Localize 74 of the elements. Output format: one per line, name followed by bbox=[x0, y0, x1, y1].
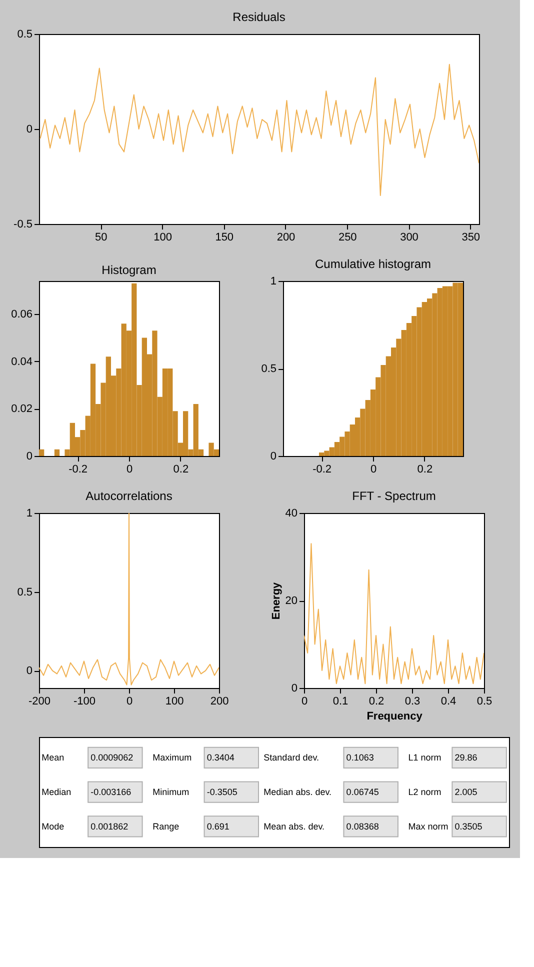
chart-title: Cumulative histogram bbox=[314, 257, 432, 271]
x-tick-label: 300 bbox=[400, 232, 418, 244]
chart-title: Autocorrelations bbox=[86, 489, 172, 503]
text: L1 norm bbox=[408, 752, 442, 763]
x-tick-label: -100 bbox=[73, 696, 96, 708]
x-tick-label: 50 bbox=[95, 232, 108, 244]
x-tick-label: -0.2 bbox=[68, 464, 88, 476]
chart-title: FFT - Spectrum bbox=[352, 489, 436, 503]
text: 0.001862 bbox=[90, 821, 128, 832]
x-tick-label: 0 bbox=[370, 464, 377, 476]
y-tick-label: 20 bbox=[285, 595, 298, 607]
text: Range bbox=[152, 821, 180, 832]
y-axis-title: Energy bbox=[270, 581, 282, 620]
text: Median bbox=[42, 787, 72, 797]
y-tick-label: 0.02 bbox=[11, 403, 32, 416]
chart-title: Histogram bbox=[102, 263, 156, 277]
x-tick-label: 200 bbox=[276, 232, 296, 244]
y-tick-label: 1 bbox=[270, 276, 276, 288]
line-series bbox=[39, 513, 219, 686]
x-tick-label: 0.3 bbox=[404, 696, 420, 708]
text: -0.003166 bbox=[90, 787, 132, 797]
x-tick-label: 0 bbox=[126, 464, 133, 476]
x-tick-label: 0.4 bbox=[440, 696, 456, 708]
y-tick-label: 0.06 bbox=[11, 308, 32, 321]
text: Standard dev. bbox=[264, 752, 320, 763]
y-tick-label: 1 bbox=[26, 508, 32, 520]
x-tick-label: 150 bbox=[215, 232, 234, 244]
text: Mode bbox=[42, 821, 64, 832]
y-tick-label: 0 bbox=[291, 682, 298, 694]
x-tick-label: 0.5 bbox=[476, 696, 492, 708]
x-tick-label: 0 bbox=[301, 696, 308, 708]
y-tick-label: 0.5 bbox=[17, 28, 32, 40]
text: L2 norm bbox=[408, 787, 442, 797]
text: Median abs. dev. bbox=[264, 787, 332, 797]
y-tick-label: 0.5 bbox=[17, 586, 32, 598]
y-tick-label: 0 bbox=[26, 450, 32, 462]
x-tick-label: 0.1 bbox=[332, 696, 348, 708]
x-tick-label: -0.2 bbox=[312, 464, 332, 476]
y-tick-label: -0.5 bbox=[14, 218, 32, 230]
text: Mean abs. dev. bbox=[264, 821, 325, 832]
line-series bbox=[304, 543, 484, 684]
text: 2.005 bbox=[454, 787, 478, 797]
text: 0.06745 bbox=[346, 787, 379, 797]
text: Max norm bbox=[408, 821, 448, 832]
x-tick-label: -200 bbox=[28, 696, 51, 708]
y-tick-label: 0.5 bbox=[261, 363, 276, 375]
text: 29.86 bbox=[454, 752, 478, 763]
x-tick-label: 0.2 bbox=[173, 464, 189, 476]
text: Minimum bbox=[152, 787, 190, 797]
x-tick-label: 350 bbox=[462, 232, 480, 244]
x-axis-title: Frequency bbox=[366, 710, 424, 722]
y-tick-label: 0 bbox=[26, 124, 32, 136]
text: 0.1063 bbox=[346, 752, 374, 763]
text: 0.3404 bbox=[206, 752, 234, 763]
text: 0.3505 bbox=[454, 821, 482, 832]
line-series bbox=[40, 64, 479, 196]
y-tick-label: 0 bbox=[26, 665, 32, 678]
chart-title: Residuals bbox=[232, 10, 286, 24]
text: 0.08368 bbox=[346, 821, 379, 832]
y-tick-label: 0 bbox=[270, 450, 276, 462]
x-tick-label: 200 bbox=[210, 696, 229, 708]
x-tick-label: 250 bbox=[338, 232, 357, 244]
text: Mean bbox=[42, 752, 64, 763]
text: 0.691 bbox=[206, 821, 230, 832]
x-tick-label: 100 bbox=[154, 232, 172, 244]
y-tick-label: 40 bbox=[285, 508, 298, 520]
y-tick-label: 0.04 bbox=[11, 356, 32, 368]
text: 0.0009062 bbox=[90, 752, 134, 763]
x-tick-label: 100 bbox=[165, 696, 184, 708]
text: Maximum bbox=[152, 752, 192, 763]
x-tick-label: 0.2 bbox=[417, 464, 433, 476]
x-tick-label: 0.2 bbox=[368, 696, 384, 708]
text: -0.3505 bbox=[206, 787, 238, 797]
x-tick-label: 0 bbox=[126, 696, 133, 708]
